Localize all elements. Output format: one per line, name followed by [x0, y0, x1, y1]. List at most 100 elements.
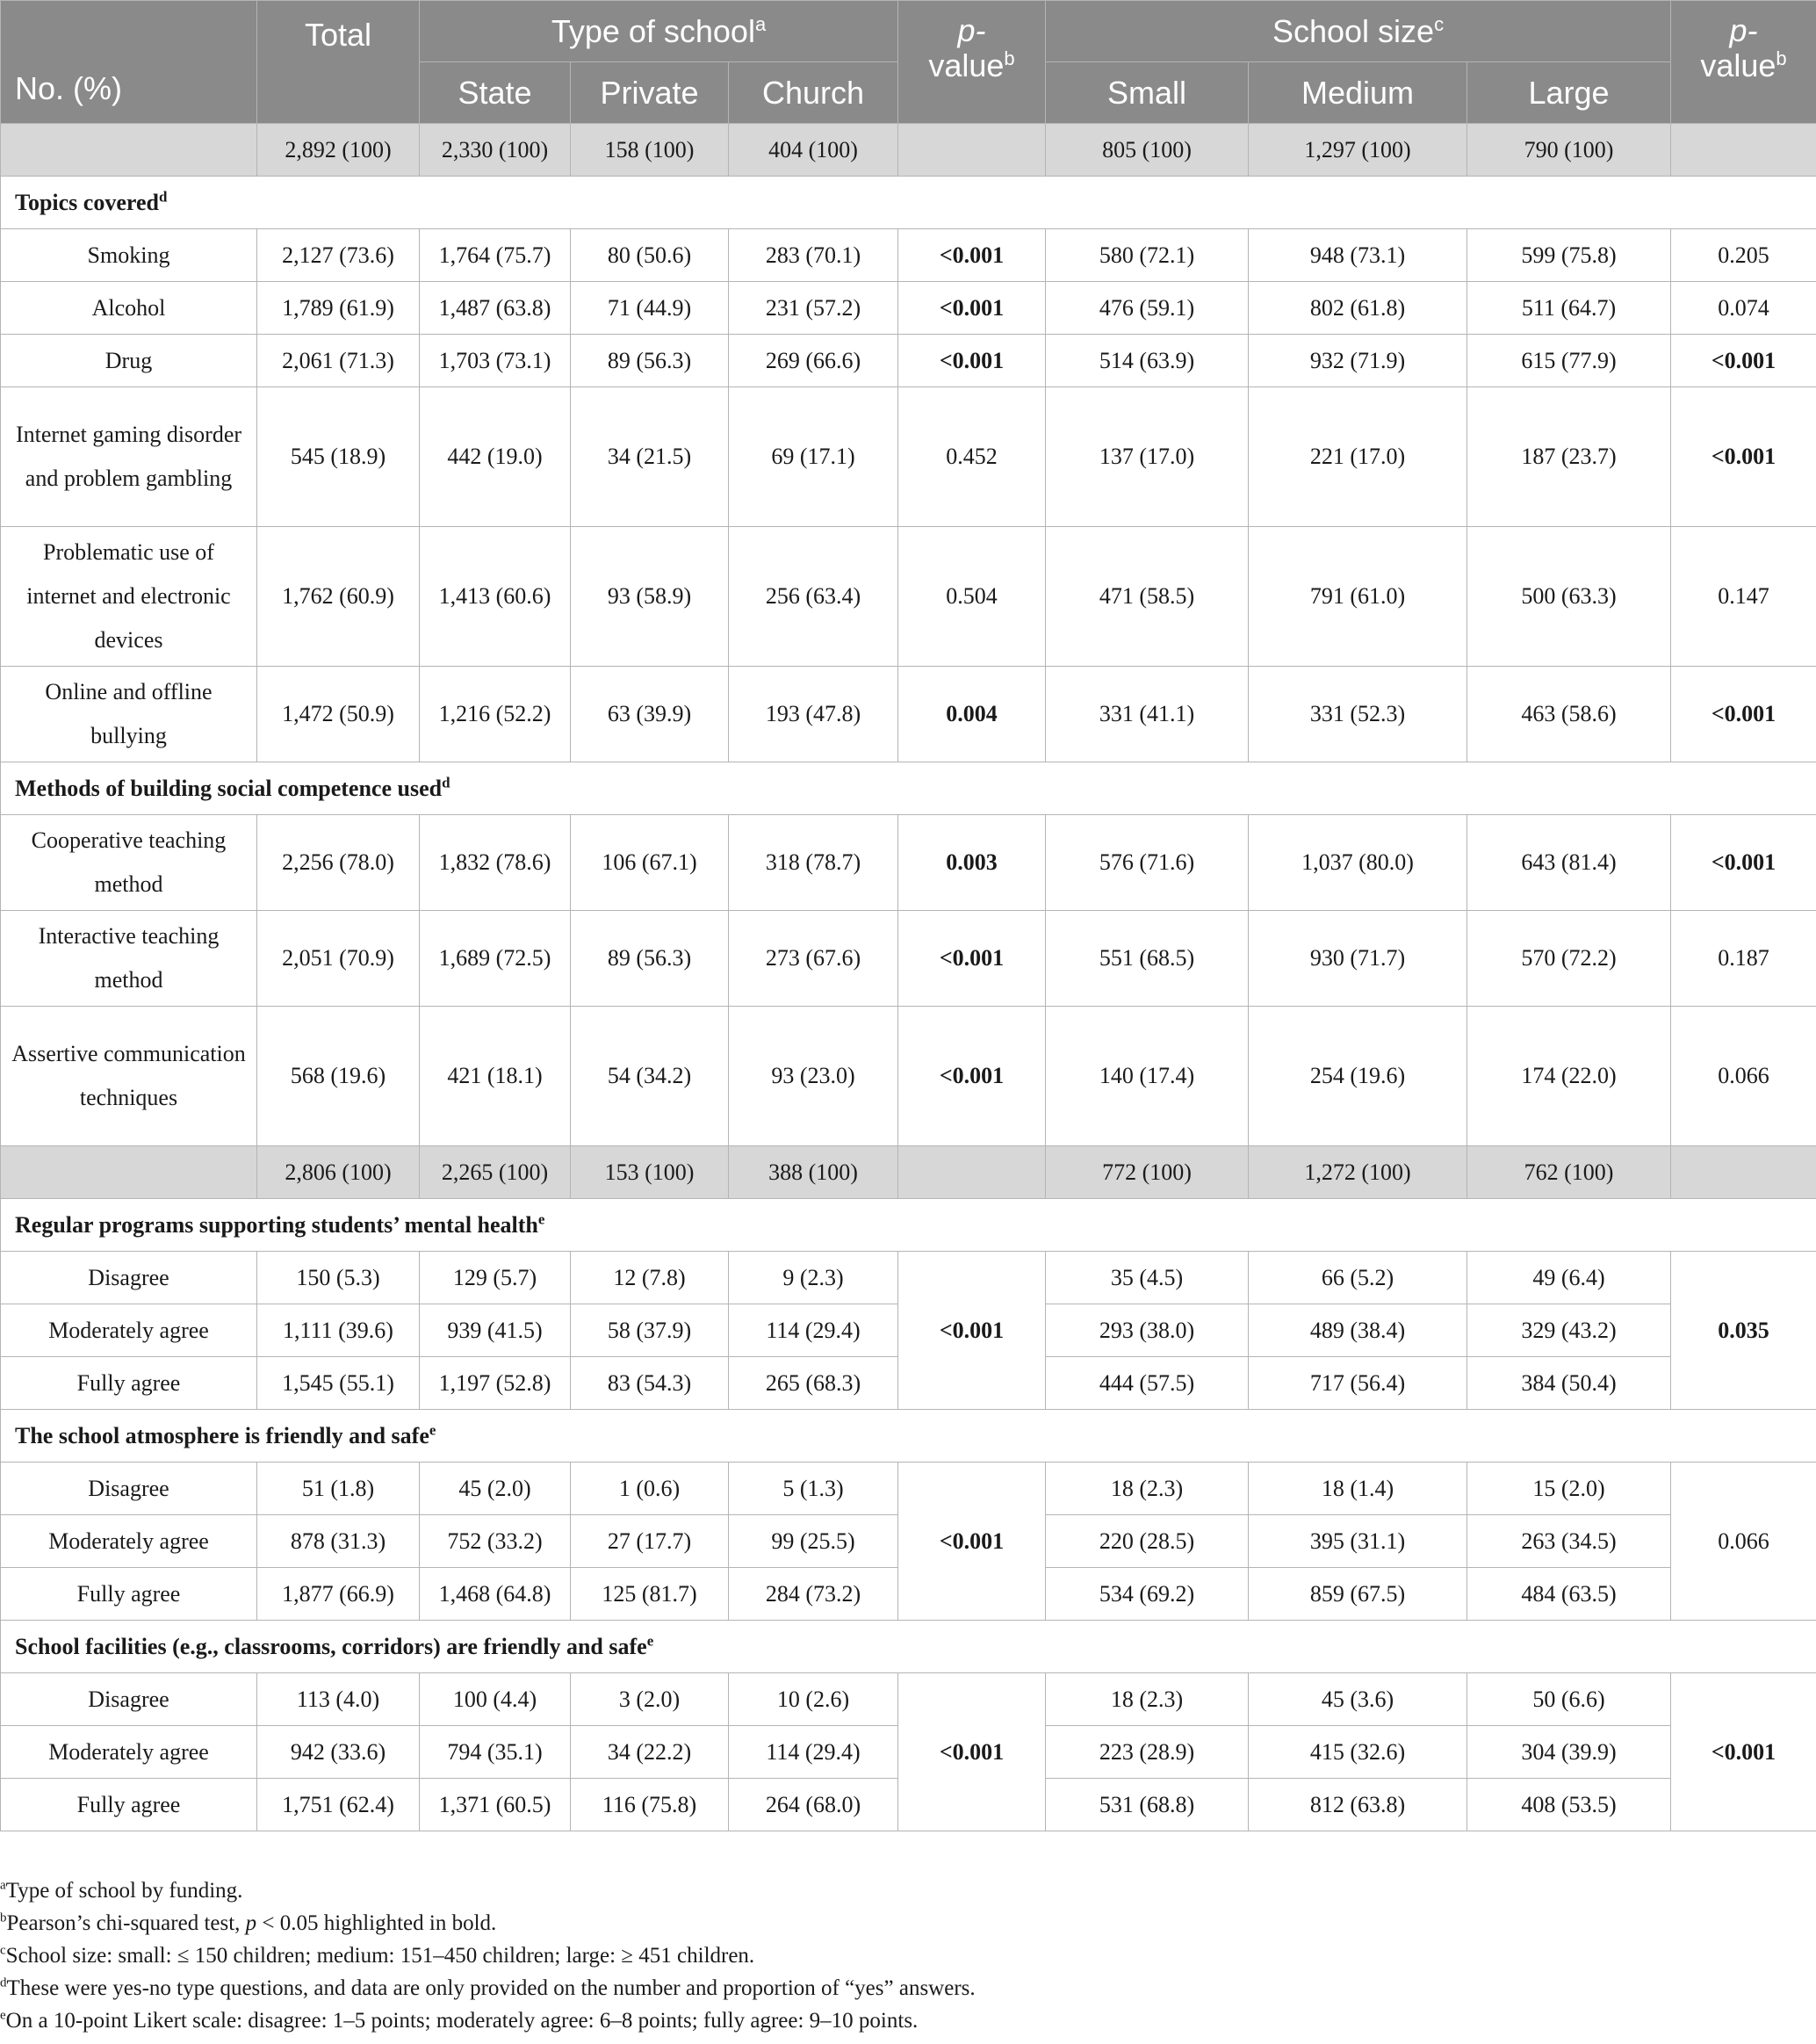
- footnote-c: cSchool size: small: ≤ 150 children; med…: [0, 1943, 755, 1968]
- data-cell: 2,061 (71.3): [256, 334, 420, 387]
- data-cell: 1,413 (60.6): [419, 526, 571, 667]
- section-heading-row: The school atmosphere is friendly and sa…: [0, 1409, 1816, 1463]
- data-cell: 114 (29.4): [727, 1725, 899, 1779]
- data-cell: 531 (68.8): [1045, 1778, 1250, 1831]
- p-value-header-type: p-valueb: [897, 0, 1047, 124]
- table-row: Disagree 51 (1.8) 45 (2.0) 1 (0.6) 5 (1.3) <0…: [0, 1462, 1816, 1621]
- row-label: Disagree: [0, 1462, 257, 1515]
- data-cell: 1,037 (80.0): [1248, 814, 1468, 911]
- table-row: Moderately agree 878 (31.3) 752 (33.2) 27 (…: [0, 1514, 1816, 1568]
- sample-size-cell: 772 (100): [1045, 1145, 1250, 1199]
- data-cell: 1,197 (52.8): [419, 1356, 571, 1410]
- data-cell: 256 (63.4): [727, 526, 899, 667]
- sample-size-label: [0, 1145, 257, 1199]
- total-header: Total: [256, 0, 420, 124]
- data-cell: 223 (28.9): [1045, 1725, 1250, 1779]
- data-cell: 1,762 (60.9): [256, 526, 420, 667]
- data-cell: 717 (56.4): [1248, 1356, 1468, 1410]
- data-cell: 384 (50.4): [1466, 1356, 1672, 1410]
- table-row: Smoking 2,127 (73.6) 1,764 (75.7) 80 (50.6)…: [0, 228, 1816, 282]
- data-cell: 463 (58.6): [1466, 666, 1672, 762]
- data-cell: 265 (68.3): [727, 1356, 899, 1410]
- table-row: Fully agree 1,545 (55.1) 1,197 (52.8) 83 (5…: [0, 1356, 1816, 1410]
- row-label: Cooperative teaching method: [0, 814, 257, 911]
- data-cell: 1 (0.6): [570, 1462, 729, 1515]
- data-cell: 116 (75.8): [570, 1778, 729, 1831]
- data-cell: 930 (71.7): [1248, 910, 1468, 1007]
- data-cell: 193 (47.8): [727, 666, 899, 762]
- data-cell: 140 (17.4): [1045, 1006, 1250, 1146]
- p-value-cell: 0.074: [1670, 281, 1816, 335]
- table-header: No. (%) Total Type of schoola p-valueb S…: [0, 0, 1816, 124]
- data-cell: 1,877 (66.9): [256, 1567, 420, 1621]
- results-table: No. (%) Total Type of schoola p-valueb S…: [0, 0, 1816, 1831]
- data-cell: 283 (70.1): [727, 228, 899, 282]
- data-cell: 27 (17.7): [570, 1514, 729, 1568]
- data-cell: 254 (19.6): [1248, 1006, 1468, 1146]
- data-cell: 54 (34.2): [570, 1006, 729, 1146]
- data-cell: 599 (75.8): [1466, 228, 1672, 282]
- sample-size-row: 2,892 (100) 2,330 (100) 158 (100) 404 (100)…: [0, 123, 1816, 177]
- data-cell: 80 (50.6): [570, 228, 729, 282]
- data-cell: 408 (53.5): [1466, 1778, 1672, 1831]
- sample-size-row: 2,806 (100) 2,265 (100) 153 (100) 388 (100)…: [0, 1145, 1816, 1199]
- data-cell: 18 (1.4): [1248, 1462, 1468, 1515]
- data-cell: 1,789 (61.9): [256, 281, 420, 335]
- table-row: Disagree 150 (5.3) 129 (5.7) 12 (7.8) 9 (2.3…: [0, 1251, 1816, 1410]
- data-cell: 1,689 (72.5): [419, 910, 571, 1007]
- section-heading-row: Methods of building social competence us…: [0, 762, 1816, 815]
- data-cell: 293 (38.0): [1045, 1304, 1250, 1357]
- church-header: Church: [727, 61, 899, 124]
- footnote-e: eOn a 10-point Likert scale: disagree: 1…: [0, 2008, 919, 2033]
- row-label: Assertive communication techniques: [0, 1006, 257, 1146]
- data-cell: 100 (4.4): [419, 1672, 571, 1726]
- row-label: Smoking: [0, 228, 257, 282]
- p-value-cell: <0.001: [1670, 1672, 1816, 1831]
- data-cell: 273 (67.6): [727, 910, 899, 1007]
- footnotes: aType of school by funding. bPearson’s c…: [0, 1874, 1809, 2037]
- data-cell: 2,127 (73.6): [256, 228, 420, 282]
- type-of-school-header: Type of schoola: [418, 0, 899, 62]
- data-cell: 568 (19.6): [256, 1006, 420, 1146]
- row-label: Online and offline bullying: [0, 666, 257, 762]
- data-cell: 1,703 (73.1): [419, 334, 571, 387]
- p-value-cell: 0.187: [1670, 910, 1816, 1007]
- data-cell: 113 (4.0): [256, 1672, 420, 1726]
- row-label: Disagree: [0, 1251, 257, 1304]
- sample-size-cell: [897, 1145, 1047, 1199]
- sample-size-cell: 388 (100): [727, 1145, 899, 1199]
- data-cell: 93 (58.9): [570, 526, 729, 667]
- table-row: Fully agree 1,877 (66.9) 1,468 (64.8) 125 (…: [0, 1567, 1816, 1621]
- data-cell: 83 (54.3): [570, 1356, 729, 1410]
- section-heading-row: School facilities (e.g., classrooms, cor…: [0, 1620, 1816, 1673]
- data-cell: 18 (2.3): [1045, 1672, 1250, 1726]
- data-cell: 331 (52.3): [1248, 666, 1468, 762]
- data-cell: 174 (22.0): [1466, 1006, 1672, 1146]
- table-row: Fully agree 1,751 (62.4) 1,371 (60.5) 116 (…: [0, 1778, 1816, 1831]
- large-header: Large: [1466, 61, 1672, 124]
- row-label: Interactive teaching method: [0, 910, 257, 1007]
- data-cell: 802 (61.8): [1248, 281, 1468, 335]
- row-label: Moderately agree: [0, 1725, 257, 1779]
- data-cell: 15 (2.0): [1466, 1462, 1672, 1515]
- data-cell: 1,111 (39.6): [256, 1304, 420, 1357]
- p-value-cell: <0.001: [897, 1672, 1047, 1831]
- school-size-header: School sizec: [1045, 0, 1672, 62]
- p-value-cell: 0.452: [897, 386, 1047, 527]
- data-cell: 18 (2.3): [1045, 1462, 1250, 1515]
- data-cell: 5 (1.3): [727, 1462, 899, 1515]
- p-value-cell: 0.003: [897, 814, 1047, 911]
- data-cell: 34 (21.5): [570, 386, 729, 527]
- data-cell: 2,256 (78.0): [256, 814, 420, 911]
- row-label: Problematic use of internet and electron…: [0, 526, 257, 667]
- row-label: Fully agree: [0, 1356, 257, 1410]
- data-cell: 93 (23.0): [727, 1006, 899, 1146]
- sample-size-cell: 2,806 (100): [256, 1145, 420, 1199]
- data-cell: 114 (29.4): [727, 1304, 899, 1357]
- data-cell: 221 (17.0): [1248, 386, 1468, 527]
- data-cell: 794 (35.1): [419, 1725, 571, 1779]
- data-cell: 58 (37.9): [570, 1304, 729, 1357]
- data-cell: 2,051 (70.9): [256, 910, 420, 1007]
- data-cell: 150 (5.3): [256, 1251, 420, 1304]
